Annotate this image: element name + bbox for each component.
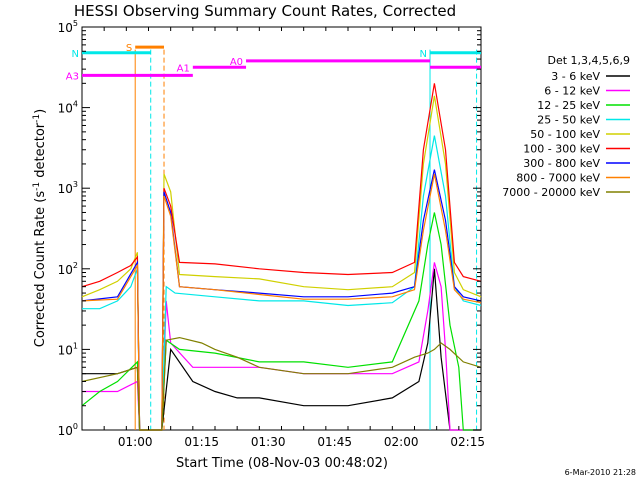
state-bar-label: N xyxy=(420,49,427,60)
footer-date: 6-Mar-2010 21:28 xyxy=(565,468,636,477)
y-axis-label-sup2: -1 xyxy=(32,114,42,123)
x-tick-label: 01:45 xyxy=(317,435,352,449)
y-tick-label: 100 xyxy=(58,422,78,438)
y-tick-exponent: 4 xyxy=(73,100,78,109)
x-tick-label: 01:15 xyxy=(184,435,219,449)
series-line xyxy=(81,173,482,431)
legend-title: Det 1,3,4,5,6,9 xyxy=(547,54,630,67)
y-axis-label-mid: detector xyxy=(33,122,48,182)
y-tick-base: 10 xyxy=(58,182,73,196)
x-tick-label: 01:00 xyxy=(118,435,153,449)
y-tick-label: 103 xyxy=(58,180,78,196)
chart-title: HESSI Observing Summary Count Rates, Cor… xyxy=(74,2,456,20)
x-tick-label: 02:00 xyxy=(384,435,419,449)
state-bar-label: N xyxy=(72,49,79,60)
y-tick-base: 10 xyxy=(58,343,73,357)
series-line xyxy=(81,83,482,431)
series-line xyxy=(81,336,482,431)
series-line xyxy=(81,95,482,431)
legend-entry-label: 7000 - 20000 keV xyxy=(502,186,600,199)
state-bar-label: S xyxy=(126,43,132,54)
legend-entry-label: 100 - 300 keV xyxy=(523,143,600,156)
y-tick-base: 10 xyxy=(58,21,73,35)
legend-entry-label: 3 - 6 keV xyxy=(551,70,600,83)
state-bar-label: A1 xyxy=(177,63,190,74)
legend-entry-label: 50 - 100 keV xyxy=(530,128,600,141)
state-bar-label: A3 xyxy=(66,71,79,82)
y-tick-exponent: 0 xyxy=(73,422,78,431)
x-tick-label: 02:15 xyxy=(450,435,485,449)
y-axis-label: Corrected Count Rate (s-1 detector-1) xyxy=(32,109,48,347)
y-axis-label-end: ) xyxy=(33,109,48,114)
legend-entry-label: 6 - 12 keV xyxy=(544,85,600,98)
y-tick-base: 10 xyxy=(58,424,73,438)
x-tick-label: 01:30 xyxy=(251,435,286,449)
y-tick-label: 104 xyxy=(58,100,78,116)
y-tick-exponent: 5 xyxy=(73,19,78,28)
y-tick-label: 101 xyxy=(58,341,78,357)
legend-entry-label: 800 - 7000 keV xyxy=(516,172,600,185)
y-tick-exponent: 1 xyxy=(73,341,78,350)
y-tick-base: 10 xyxy=(58,263,73,277)
y-tick-label: 102 xyxy=(58,261,78,277)
y-axis-label-sup1: -1 xyxy=(32,182,42,191)
y-axis-label-main: Corrected Count Rate (s xyxy=(33,191,48,348)
series-line xyxy=(82,135,482,431)
x-axis: 01:00 01:15 01:30 01:45 02:00 02:15 xyxy=(81,27,485,449)
legend-entry-label: 25 - 50 keV xyxy=(537,114,600,127)
series-line xyxy=(81,169,482,431)
legend-entry-label: 300 - 800 keV xyxy=(523,157,600,170)
y-tick-label: 105 xyxy=(58,19,78,35)
state-bar-label: A0 xyxy=(230,57,243,68)
legend-entry-label: 12 - 25 keV xyxy=(537,99,600,112)
series-layer xyxy=(81,83,482,431)
y-tick-base: 10 xyxy=(58,102,73,116)
attenuator-bars: S N N A0 A1 A3 xyxy=(66,43,481,82)
y-tick-exponent: 3 xyxy=(73,180,78,189)
y-tick-exponent: 2 xyxy=(73,261,78,270)
x-axis-label: Start Time (08-Nov-03 00:48:02) xyxy=(176,456,388,471)
